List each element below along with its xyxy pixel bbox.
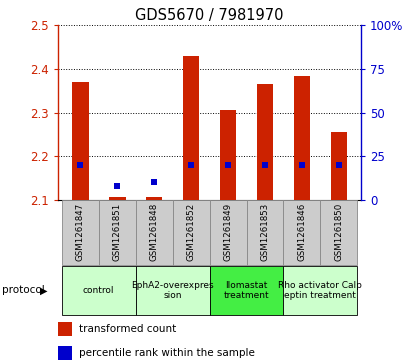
Bar: [320, 200, 357, 265]
Bar: [173, 200, 210, 265]
Bar: [220, 110, 237, 200]
Bar: [136, 266, 210, 315]
Bar: [283, 200, 320, 265]
Bar: [183, 56, 200, 200]
Text: transformed count: transformed count: [79, 324, 176, 334]
Text: percentile rank within the sample: percentile rank within the sample: [79, 348, 255, 358]
Text: control: control: [83, 286, 115, 295]
Bar: [136, 200, 173, 265]
Text: GSM1261848: GSM1261848: [150, 203, 159, 261]
Text: Ilomastat
treatment: Ilomastat treatment: [224, 281, 269, 300]
Bar: [109, 197, 125, 200]
Bar: [210, 266, 283, 315]
Text: protocol: protocol: [2, 285, 45, 295]
Bar: [331, 132, 347, 200]
Text: GSM1261850: GSM1261850: [334, 203, 343, 261]
Text: GSM1261847: GSM1261847: [76, 203, 85, 261]
Text: GSM1261851: GSM1261851: [113, 203, 122, 261]
Text: EphA2-overexpres
sion: EphA2-overexpres sion: [131, 281, 214, 300]
Text: GSM1261846: GSM1261846: [298, 203, 306, 261]
Text: ▶: ▶: [40, 285, 47, 295]
Text: Rho activator Calp
eptin treatment: Rho activator Calp eptin treatment: [278, 281, 362, 300]
Text: GSM1261853: GSM1261853: [261, 203, 269, 261]
Bar: [283, 266, 357, 315]
Bar: [247, 200, 283, 265]
Bar: [99, 200, 136, 265]
Bar: [58, 322, 72, 336]
Bar: [58, 346, 72, 360]
Bar: [72, 82, 88, 200]
Text: GSM1261849: GSM1261849: [224, 203, 232, 261]
Bar: [257, 84, 273, 200]
Bar: [210, 200, 247, 265]
Bar: [62, 200, 99, 265]
Text: GSM1261852: GSM1261852: [187, 203, 195, 261]
Bar: [294, 76, 310, 200]
Title: GDS5670 / 7981970: GDS5670 / 7981970: [135, 8, 284, 23]
Bar: [146, 197, 162, 200]
Bar: [62, 266, 136, 315]
